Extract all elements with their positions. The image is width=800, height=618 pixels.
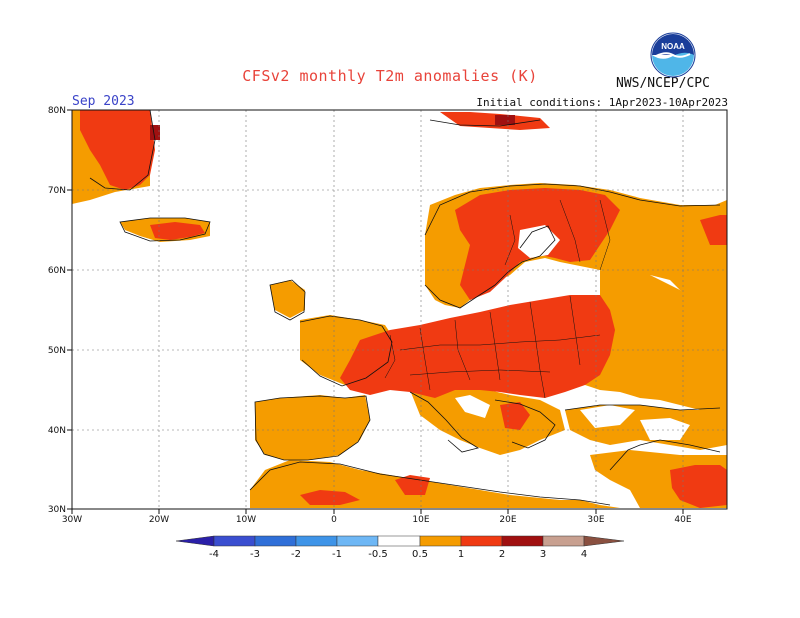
coastlines: [89, 109, 721, 506]
lat-label: 60N: [48, 266, 66, 276]
lat-label: 70N: [48, 186, 66, 196]
colorbar-label: 4: [581, 549, 587, 560]
lat-label: 50N: [48, 346, 66, 356]
lon-label: 0: [331, 515, 337, 525]
chart-title: CFSv2 monthly T2m anomalies (K): [242, 67, 538, 85]
anomaly-darkred-fill: [150, 115, 515, 140]
colorbar-arrow-low: [175, 535, 215, 547]
colorbar-arrow-high: [583, 535, 625, 547]
colorbar-swatch: [213, 535, 256, 547]
gridlines: [72, 110, 727, 509]
agency-label: NWS/NCEP/CPC: [616, 76, 710, 91]
lon-label: 40E: [674, 515, 691, 525]
colorbar-swatch: [377, 535, 421, 547]
lon-label: 20E: [499, 515, 516, 525]
colorbar-swatch: [460, 535, 503, 547]
lon-label: 10E: [412, 515, 429, 525]
colorbar-label: -4: [209, 549, 219, 560]
logo-text: NOAA: [661, 42, 685, 51]
lon-label: 10W: [236, 515, 256, 525]
colorbar-swatch: [419, 535, 462, 547]
lon-label: 30E: [587, 515, 604, 525]
colorbar-label: 3: [540, 549, 546, 560]
lon-label: 20W: [149, 515, 169, 525]
colorbar-label: -3: [250, 549, 260, 560]
colorbar-swatch: [501, 535, 544, 547]
colorbar-swatch: [254, 535, 297, 547]
lon-label: 30W: [62, 515, 82, 525]
map-frame: [71, 109, 728, 510]
colorbar: [175, 535, 625, 547]
colorbar-label: -1: [332, 549, 342, 560]
colorbar-label: -0.5: [368, 549, 388, 560]
initial-conditions: Initial conditions: 1Apr2023-10Apr2023: [476, 96, 728, 109]
neutral-areas: [455, 225, 690, 440]
lat-label: 40N: [48, 426, 66, 436]
colorbar-label: -2: [291, 549, 301, 560]
colorbar-label: 0.5: [412, 549, 428, 560]
noaa-logo-icon: NOAA: [650, 32, 696, 78]
colorbar-label: 1: [458, 549, 464, 560]
colorbar-swatch: [542, 535, 585, 547]
lat-label: 30N: [48, 505, 66, 515]
forecast-month: Sep 2023: [72, 94, 135, 109]
colorbar-swatch: [295, 535, 338, 547]
colorbar-label: 2: [499, 549, 505, 560]
borders: [384, 199, 611, 399]
lat-label: 80N: [48, 106, 66, 116]
colorbar-swatch: [336, 535, 379, 547]
